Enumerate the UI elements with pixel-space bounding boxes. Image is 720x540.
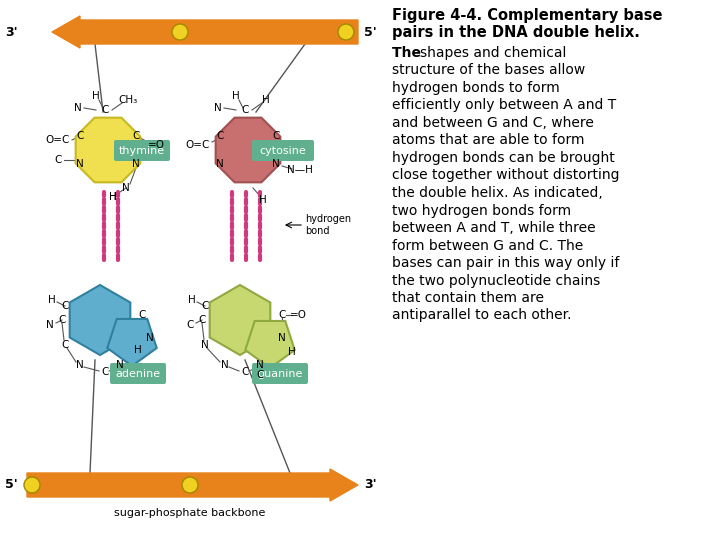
Text: cytosine: cytosine [260,146,307,156]
Text: bases can pair in this way only if: bases can pair in this way only if [392,256,619,270]
Text: C: C [256,370,264,380]
Text: 5': 5' [5,478,18,491]
Text: C: C [241,105,248,115]
Text: N: N [214,103,222,113]
Text: N: N [201,340,209,350]
Text: hydrogen
bond: hydrogen bond [305,214,351,236]
Text: close together without distorting: close together without distorting [392,168,619,183]
Text: =O: =O [289,310,307,320]
Text: N: N [46,320,54,330]
Text: C: C [102,367,109,377]
Text: H: H [288,347,296,357]
Circle shape [182,477,198,493]
Text: hydrogen bonds to form: hydrogen bonds to form [392,81,559,95]
Text: pairs in the DNA double helix.: pairs in the DNA double helix. [392,25,640,40]
Text: C: C [202,301,209,311]
Text: C: C [102,105,109,115]
FancyArrow shape [52,16,358,48]
Text: C: C [58,315,66,325]
Text: between A and T, while three: between A and T, while three [392,221,595,235]
FancyBboxPatch shape [252,140,314,161]
Text: C: C [76,131,84,141]
Text: two hydrogen bonds form: two hydrogen bonds form [392,204,571,218]
Text: the two polynucleotide chains: the two polynucleotide chains [392,273,600,287]
Polygon shape [70,285,130,355]
Text: O=C: O=C [186,140,210,150]
Text: that contain them are: that contain them are [392,291,544,305]
Text: C: C [61,301,68,311]
Text: N: N [221,360,229,370]
Circle shape [338,24,354,40]
Text: C: C [138,310,145,320]
Text: C: C [54,155,62,165]
Text: N—H: N—H [287,165,313,175]
Text: H: H [134,345,142,355]
Text: hydrogen bonds can be brought: hydrogen bonds can be brought [392,151,615,165]
Text: Figure 4-4. Complementary base: Figure 4-4. Complementary base [392,8,662,23]
Text: C: C [186,320,194,330]
Text: =O: =O [148,140,164,150]
FancyArrow shape [27,469,358,501]
Text: C: C [279,310,286,320]
Polygon shape [210,285,270,355]
Text: C: C [216,131,224,141]
Text: shapes and chemical: shapes and chemical [420,46,567,60]
Text: C: C [272,131,279,141]
Text: C: C [198,315,206,325]
Text: and between G and C, where: and between G and C, where [392,116,594,130]
Text: N: N [216,159,224,169]
Text: H: H [262,95,270,105]
Text: the double helix. As indicated,: the double helix. As indicated, [392,186,603,200]
Text: guanine: guanine [257,369,302,379]
Text: N: N [76,159,84,169]
Polygon shape [107,319,157,366]
Text: H: H [188,295,196,305]
Text: efficiently only between A and T: efficiently only between A and T [392,98,616,112]
Text: N: N [122,183,130,193]
Text: adenine: adenine [115,369,161,379]
Text: N: N [76,360,84,370]
FancyBboxPatch shape [252,363,308,384]
Text: CH₃: CH₃ [118,95,138,105]
Text: N: N [116,360,124,370]
Polygon shape [246,321,294,368]
FancyBboxPatch shape [110,363,166,384]
Text: N: N [146,333,154,343]
Text: H: H [109,192,117,202]
Text: The: The [392,46,426,60]
Text: N: N [74,103,82,113]
FancyBboxPatch shape [114,140,170,161]
Circle shape [24,477,40,493]
Text: O=C: O=C [46,135,70,145]
Text: antiparallel to each other.: antiparallel to each other. [392,308,572,322]
Text: H: H [48,295,56,305]
Text: C: C [132,131,140,141]
Text: C: C [61,340,68,350]
Text: H: H [92,91,100,101]
Text: H: H [109,192,117,202]
Text: N: N [132,159,140,169]
Text: 5': 5' [364,25,377,38]
Text: C: C [241,367,248,377]
Text: H: H [259,195,267,205]
Text: thymine: thymine [119,146,165,156]
Text: atoms that are able to form: atoms that are able to form [392,133,585,147]
Text: structure of the bases allow: structure of the bases allow [392,64,585,78]
Polygon shape [216,118,280,183]
Text: 3': 3' [5,25,18,38]
Text: N: N [278,333,286,343]
Text: N: N [272,159,280,169]
Circle shape [172,24,188,40]
Polygon shape [76,118,140,183]
Text: 3': 3' [364,478,377,491]
Text: form between G and C. The: form between G and C. The [392,239,583,253]
Text: H: H [232,91,240,101]
Text: sugar-phosphate backbone: sugar-phosphate backbone [114,508,266,518]
Text: N: N [256,360,264,370]
